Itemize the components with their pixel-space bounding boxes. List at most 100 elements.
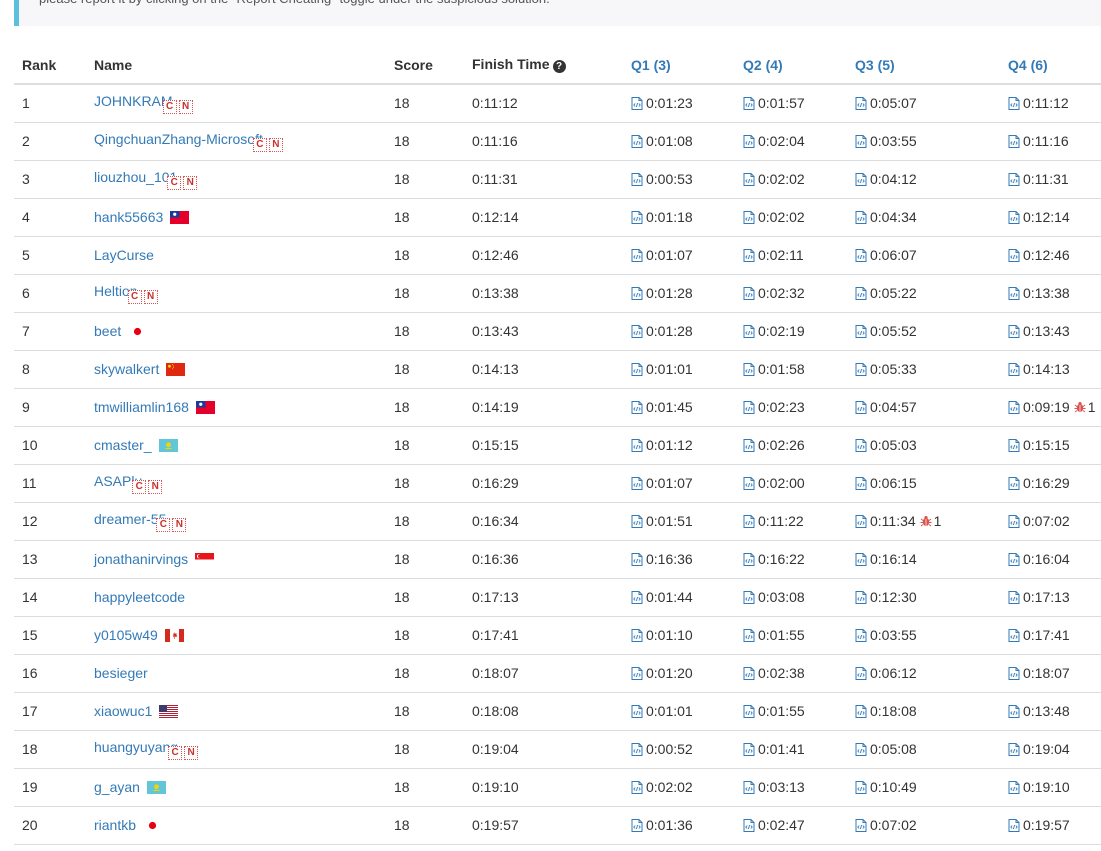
header-q3[interactable]: Q3 (5) bbox=[847, 46, 1000, 85]
code-file-icon[interactable] bbox=[631, 553, 643, 566]
user-link[interactable]: liouzhou_101 bbox=[94, 168, 178, 185]
user-link[interactable]: g_ayan bbox=[94, 779, 140, 795]
code-file-icon[interactable] bbox=[743, 211, 755, 224]
code-file-icon[interactable] bbox=[743, 515, 755, 528]
code-file-icon[interactable] bbox=[631, 249, 643, 262]
code-file-icon[interactable] bbox=[1008, 515, 1020, 528]
code-file-icon[interactable] bbox=[855, 135, 867, 148]
user-link[interactable]: tmwilliamlin168 bbox=[94, 399, 189, 415]
code-file-icon[interactable] bbox=[855, 477, 867, 490]
code-file-icon[interactable] bbox=[1008, 363, 1020, 376]
code-file-icon[interactable] bbox=[743, 781, 755, 794]
code-file-icon[interactable] bbox=[631, 325, 643, 338]
header-q2[interactable]: Q2 (4) bbox=[735, 46, 847, 85]
code-file-icon[interactable] bbox=[743, 819, 755, 832]
code-file-icon[interactable] bbox=[1008, 135, 1020, 148]
user-link[interactable]: happyleetcode bbox=[94, 589, 186, 605]
code-file-icon[interactable] bbox=[743, 287, 755, 300]
code-file-icon[interactable] bbox=[1008, 629, 1020, 642]
code-file-icon[interactable] bbox=[631, 591, 643, 604]
code-file-icon[interactable] bbox=[855, 743, 867, 756]
code-file-icon[interactable] bbox=[855, 325, 867, 338]
code-file-icon[interactable] bbox=[1008, 667, 1020, 680]
code-file-icon[interactable] bbox=[743, 591, 755, 604]
code-file-icon[interactable] bbox=[1008, 705, 1020, 718]
code-file-icon[interactable] bbox=[855, 211, 867, 224]
code-file-icon[interactable] bbox=[1008, 325, 1020, 338]
code-file-icon[interactable] bbox=[855, 401, 867, 414]
code-file-icon[interactable] bbox=[855, 705, 867, 718]
code-file-icon[interactable] bbox=[855, 553, 867, 566]
code-file-icon[interactable] bbox=[855, 667, 867, 680]
user-link[interactable]: QingchuanZhang-Microsoft bbox=[94, 130, 263, 147]
code-file-icon[interactable] bbox=[743, 249, 755, 262]
code-file-icon[interactable] bbox=[1008, 819, 1020, 832]
code-file-icon[interactable] bbox=[855, 97, 867, 111]
code-file-icon[interactable] bbox=[631, 287, 643, 300]
code-file-icon[interactable] bbox=[855, 591, 867, 604]
code-file-icon[interactable] bbox=[743, 553, 755, 566]
code-file-icon[interactable] bbox=[855, 819, 867, 832]
code-file-icon[interactable] bbox=[631, 629, 643, 642]
user-link[interactable]: JOHNKRAM bbox=[94, 92, 173, 109]
code-file-icon[interactable] bbox=[631, 667, 643, 680]
user-link[interactable]: dreamer-55 bbox=[94, 510, 167, 527]
code-file-icon[interactable] bbox=[855, 439, 867, 452]
code-file-icon[interactable] bbox=[855, 249, 867, 262]
user-link[interactable]: jonathanirvings bbox=[94, 551, 189, 567]
user-link[interactable]: skywalkert bbox=[94, 361, 160, 377]
code-file-icon[interactable] bbox=[1008, 781, 1020, 794]
code-file-icon[interactable] bbox=[631, 401, 643, 414]
code-file-icon[interactable] bbox=[743, 325, 755, 338]
code-file-icon[interactable] bbox=[743, 401, 755, 414]
code-file-icon[interactable] bbox=[743, 97, 755, 111]
code-file-icon[interactable] bbox=[1008, 173, 1020, 186]
code-file-icon[interactable] bbox=[631, 819, 643, 832]
user-link[interactable]: hank55663 bbox=[94, 209, 164, 225]
code-file-icon[interactable] bbox=[743, 705, 755, 718]
code-file-icon[interactable] bbox=[743, 667, 755, 680]
code-file-icon[interactable] bbox=[631, 515, 643, 528]
header-q1[interactable]: Q1 (3) bbox=[623, 46, 735, 85]
code-file-icon[interactable] bbox=[743, 135, 755, 148]
code-file-icon[interactable] bbox=[855, 287, 867, 300]
user-link[interactable]: ASAPlu bbox=[94, 472, 143, 489]
code-file-icon[interactable] bbox=[1008, 97, 1020, 111]
user-link[interactable]: LayCurse bbox=[94, 247, 154, 263]
code-file-icon[interactable] bbox=[855, 781, 867, 794]
user-link[interactable]: xiaowuc1 bbox=[94, 703, 153, 719]
code-file-icon[interactable] bbox=[743, 743, 755, 756]
user-link[interactable]: beet bbox=[94, 323, 122, 339]
code-file-icon[interactable] bbox=[631, 173, 643, 186]
code-file-icon[interactable] bbox=[855, 629, 867, 642]
code-file-icon[interactable] bbox=[743, 629, 755, 642]
code-file-icon[interactable] bbox=[631, 743, 643, 756]
user-link[interactable]: y0105w49 bbox=[94, 627, 158, 643]
user-link[interactable]: Heltion bbox=[94, 282, 138, 299]
user-link[interactable]: huangyuyang bbox=[94, 738, 179, 755]
code-file-icon[interactable] bbox=[1008, 743, 1020, 756]
code-file-icon[interactable] bbox=[743, 477, 755, 490]
code-file-icon[interactable] bbox=[743, 173, 755, 186]
code-file-icon[interactable] bbox=[631, 477, 643, 490]
code-file-icon[interactable] bbox=[631, 135, 643, 148]
code-file-icon[interactable] bbox=[855, 363, 867, 376]
question-circle-icon[interactable]: ? bbox=[552, 60, 566, 73]
code-file-icon[interactable] bbox=[743, 363, 755, 376]
user-link[interactable]: cmaster_ bbox=[94, 437, 152, 453]
code-file-icon[interactable] bbox=[1008, 211, 1020, 224]
code-file-icon[interactable] bbox=[1008, 591, 1020, 604]
code-file-icon[interactable] bbox=[1008, 439, 1020, 452]
user-link[interactable]: besieger bbox=[94, 665, 148, 681]
code-file-icon[interactable] bbox=[631, 211, 643, 224]
code-file-icon[interactable] bbox=[1008, 401, 1020, 414]
code-file-icon[interactable] bbox=[631, 705, 643, 718]
code-file-icon[interactable] bbox=[1008, 477, 1020, 490]
code-file-icon[interactable] bbox=[855, 173, 867, 186]
user-link[interactable]: riantkb bbox=[94, 817, 137, 833]
code-file-icon[interactable] bbox=[631, 97, 643, 111]
code-file-icon[interactable] bbox=[1008, 553, 1020, 566]
header-q4[interactable]: Q4 (6) bbox=[1000, 46, 1101, 85]
code-file-icon[interactable] bbox=[631, 439, 643, 452]
code-file-icon[interactable] bbox=[743, 439, 755, 452]
